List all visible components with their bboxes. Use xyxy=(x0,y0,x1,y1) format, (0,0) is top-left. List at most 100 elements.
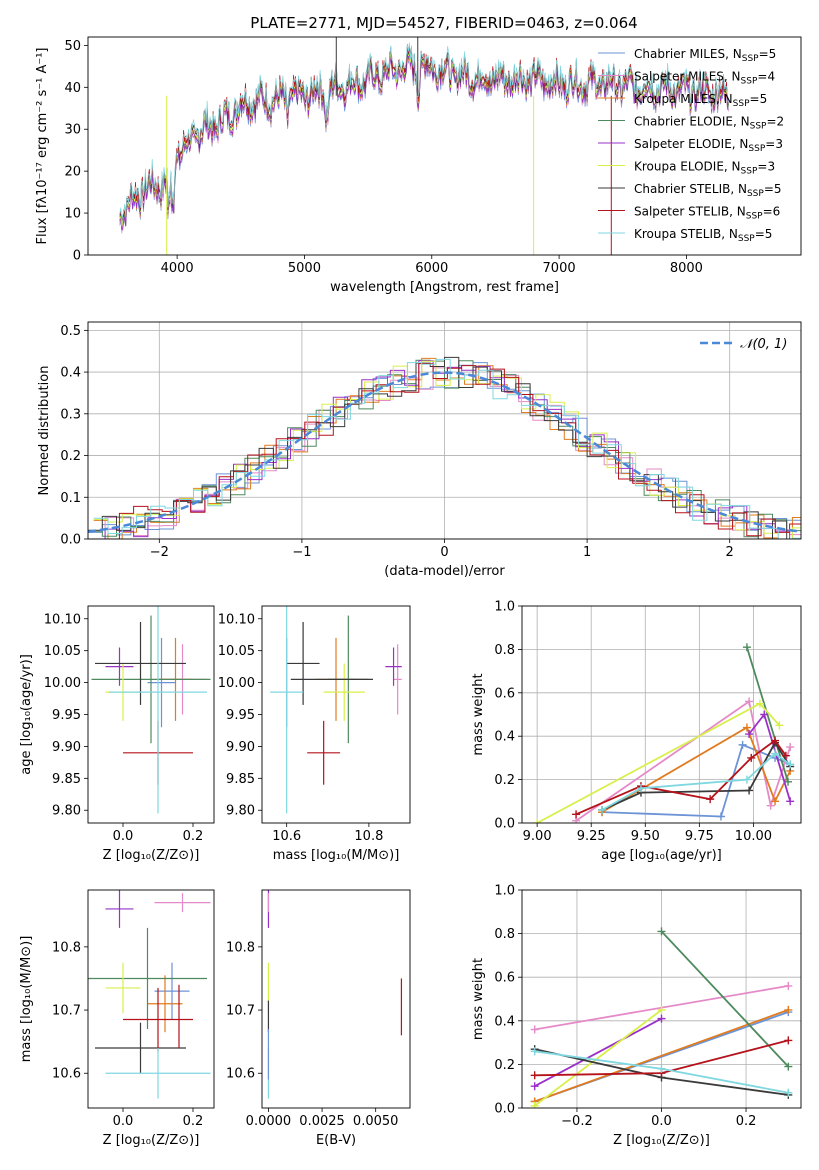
weight-point-marker xyxy=(572,810,581,819)
weight-series-line xyxy=(575,699,792,822)
x-tick-label: 1 xyxy=(583,545,591,560)
y-tick-label: 9.90 xyxy=(52,740,81,755)
y-tick-label: 10.7 xyxy=(52,1004,81,1019)
y-tick-label: 9.85 xyxy=(52,772,81,787)
y-tick-label: 10 xyxy=(64,207,81,222)
weight_vs_age-axes: 9.00 9.25 9.50 9.75 10.00 0.0 0.2 0.4 0.6 0.8 1.0 a… xyxy=(471,600,802,863)
y-tick-label: 10.8 xyxy=(226,940,255,955)
y-tick-label: 10.10 xyxy=(44,612,81,627)
residuals-axes: −2 −1 0 1 2 0.0 0.1 0.2 0.3 0.4 0.5 (data-model)/er… xyxy=(37,321,802,579)
y-tick-label: 0.0 xyxy=(494,817,515,832)
y-axis-label: Flux [fλ10⁻¹⁷ erg cm⁻² s⁻¹ A⁻¹] xyxy=(35,48,50,245)
weight-point-marker xyxy=(598,805,607,814)
mass_vs_ebv-axes: 0.0000 0.0025 0.0050 10.6 10.7 10.8 E(B-V) xyxy=(226,889,411,1148)
weight-point-marker xyxy=(786,760,795,769)
x-tick-label: 0 xyxy=(440,545,448,560)
weight-point-marker xyxy=(530,1071,539,1080)
x-tick-label: 2 xyxy=(726,545,734,560)
mass_vs_Z-plot-area xyxy=(88,890,211,1099)
spectrum-model-line xyxy=(119,42,729,224)
weight_vs_Z-axes: −0.2 0.0 0.2 0.0 0.2 0.4 0.6 0.8 1.0 Z [log₁₀(Z/Z… xyxy=(471,884,802,1148)
weight-point-marker xyxy=(784,1005,793,1014)
legend-label: Kroupa MILES, NSSP=5 xyxy=(634,92,767,109)
y-tick-label: 0.5 xyxy=(60,324,81,339)
weight-point-marker xyxy=(784,1062,793,1071)
y-tick-label: 10.7 xyxy=(226,1004,255,1019)
x-tick-label: 0.0 xyxy=(113,1114,134,1129)
y-tick-label: 0.8 xyxy=(494,643,515,658)
x-tick-label: 10.00 xyxy=(735,829,772,844)
x-tick-label: −1 xyxy=(292,545,311,560)
y-tick-label: 30 xyxy=(64,123,81,138)
legend-label: Chabrier STELIB, NSSP=5 xyxy=(634,182,782,199)
chart-layer: 4000 5000 6000 7000 800001020304050wavelengt… xyxy=(19,36,802,1148)
y-axis-label: mass weight xyxy=(471,673,486,755)
weight-point-marker xyxy=(771,749,780,758)
gaussian-curve xyxy=(88,371,801,533)
weight-point-marker xyxy=(745,730,754,739)
residual-histogram xyxy=(90,366,801,539)
weight-point-marker xyxy=(530,1047,539,1056)
x-tick-label: 5000 xyxy=(288,261,321,276)
x-tick-label: 10.6 xyxy=(272,829,301,844)
weight-point-marker xyxy=(784,981,793,990)
x-tick-label: 9.50 xyxy=(631,829,660,844)
x-axis-label: E(B-V) xyxy=(316,1133,356,1148)
y-tick-label: 9.95 xyxy=(226,708,255,723)
axes-frame xyxy=(87,321,802,540)
x-axis-label: Z [log₁₀(Z/Z⊙)] xyxy=(103,1133,200,1148)
weight-series-line xyxy=(534,1017,662,1087)
weight-point-marker xyxy=(786,797,795,806)
residual-histogram xyxy=(93,358,801,539)
x-tick-label: 0.2 xyxy=(736,1114,757,1129)
weight-point-marker xyxy=(771,797,780,806)
y-tick-label: 10.00 xyxy=(218,676,255,691)
x-tick-label: 9.00 xyxy=(523,829,552,844)
y-tick-label: 0.4 xyxy=(60,366,81,381)
legend-label: Salpeter STELIB, NSSP=6 xyxy=(634,205,780,222)
axes-frame xyxy=(87,889,215,1109)
y-tick-label: 10.10 xyxy=(218,612,255,627)
x-tick-label: 9.25 xyxy=(577,829,606,844)
axes-frame xyxy=(261,889,411,1109)
x-axis-label: (data-model)/error xyxy=(384,564,505,579)
axes-frame xyxy=(261,605,411,824)
weight-point-marker xyxy=(760,710,769,719)
y-tick-label: 0.1 xyxy=(60,491,81,506)
x-axis-label: mass [log₁₀(M/M⊙)] xyxy=(273,848,400,863)
figure-title: PLATE=2771, MJD=54527, FIBERID=0463, z=0… xyxy=(250,14,637,32)
y-tick-label: 0.2 xyxy=(494,1058,515,1073)
weight-point-marker xyxy=(784,1088,793,1097)
y-tick-label: 0.4 xyxy=(494,730,515,745)
weight-series-line xyxy=(660,930,789,1068)
y-tick-label: 0.0 xyxy=(60,533,81,548)
axes-frame xyxy=(87,605,215,824)
y-tick-label: 40 xyxy=(64,81,81,96)
weight-point-marker xyxy=(716,812,725,821)
weight-series-line xyxy=(601,743,791,818)
y-tick-label: 10.05 xyxy=(44,644,81,659)
x-axis-label: age [log₁₀(age/yr)] xyxy=(601,848,722,863)
axes-frame xyxy=(521,605,802,824)
legend-label: Salpeter MILES, NSSP=4 xyxy=(634,70,775,87)
residuals-plot-area xyxy=(88,322,801,539)
weight-point-marker xyxy=(771,736,780,745)
weight-point-marker xyxy=(657,1064,666,1073)
age_vs_mass-plot-area xyxy=(270,606,402,814)
y-tick-label: 0.4 xyxy=(494,1014,515,1029)
y-tick-label: 10.00 xyxy=(44,676,81,691)
y-tick-label: 10.05 xyxy=(218,644,255,659)
residual-histogram xyxy=(93,360,801,539)
legend-label: Salpeter ELODIE, NSSP=3 xyxy=(634,137,783,154)
weight_vs_age-plot-area xyxy=(522,606,801,823)
x-tick-label: −2 xyxy=(150,545,169,560)
weight-point-marker xyxy=(775,721,784,730)
y-tick-label: 0 xyxy=(73,249,81,264)
weight-point-marker xyxy=(657,1005,666,1014)
x-tick-label: 10.8 xyxy=(354,829,383,844)
mass_vs_ebv-plot-area xyxy=(267,890,403,1099)
weight-point-marker xyxy=(755,699,764,708)
legend-label: Kroupa ELODIE, NSSP=3 xyxy=(634,160,775,177)
weight-series-line xyxy=(575,739,787,816)
weight-point-marker xyxy=(784,1036,793,1045)
